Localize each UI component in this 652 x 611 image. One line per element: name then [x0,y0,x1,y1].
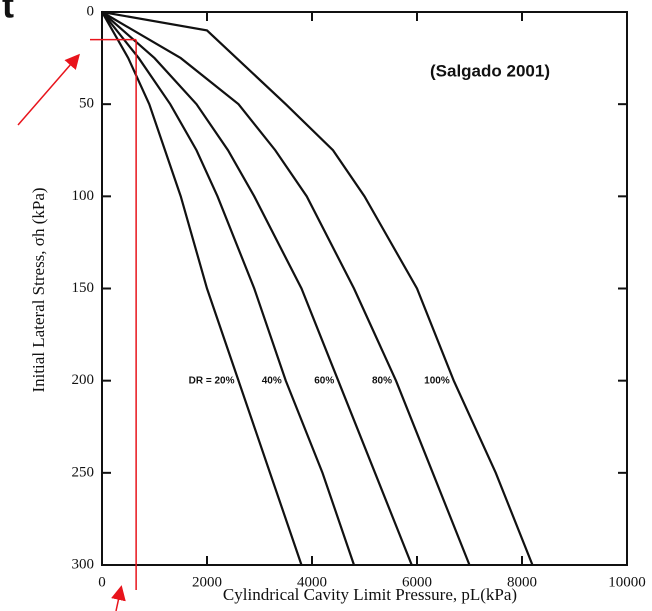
y-tick-label: 50 [79,96,94,112]
y-tick-label: 200 [72,372,95,388]
y-tick-label: 300 [72,556,95,572]
curve [101,11,356,566]
x-tick-label: 8000 [507,574,537,590]
y-tick-label: 150 [72,280,95,296]
curve [101,11,471,566]
y-axis-label: Initial Lateral Stress, σh (kPa) [29,187,48,392]
y-tick-label: 100 [72,188,95,204]
curve [101,11,303,566]
curve-label: 40% [262,375,282,386]
arrow [17,53,80,126]
curve [101,10,534,566]
curve-label: 100% [424,375,450,386]
curve-label: 80% [372,375,392,386]
curve-label: 60% [314,375,334,386]
curve-label: DR = 20% [189,375,235,386]
y-tick-label: 250 [72,464,95,480]
annotation: (Salgado 2001) [430,61,550,80]
x-tick-label: 6000 [402,574,432,590]
arrow [111,585,126,611]
x-tick-label: 4000 [297,574,327,590]
x-tick-label: 0 [98,574,106,590]
y-tick-label: 0 [87,3,95,19]
slide-fragment: t [2,0,14,26]
x-tick-label: 2000 [192,574,222,590]
plot-frame [101,11,628,566]
x-tick-label: 10000 [608,574,646,590]
x-axis-label: Cylindrical Cavity Limit Pressure, pL(kP… [223,585,517,604]
curve [101,11,413,566]
